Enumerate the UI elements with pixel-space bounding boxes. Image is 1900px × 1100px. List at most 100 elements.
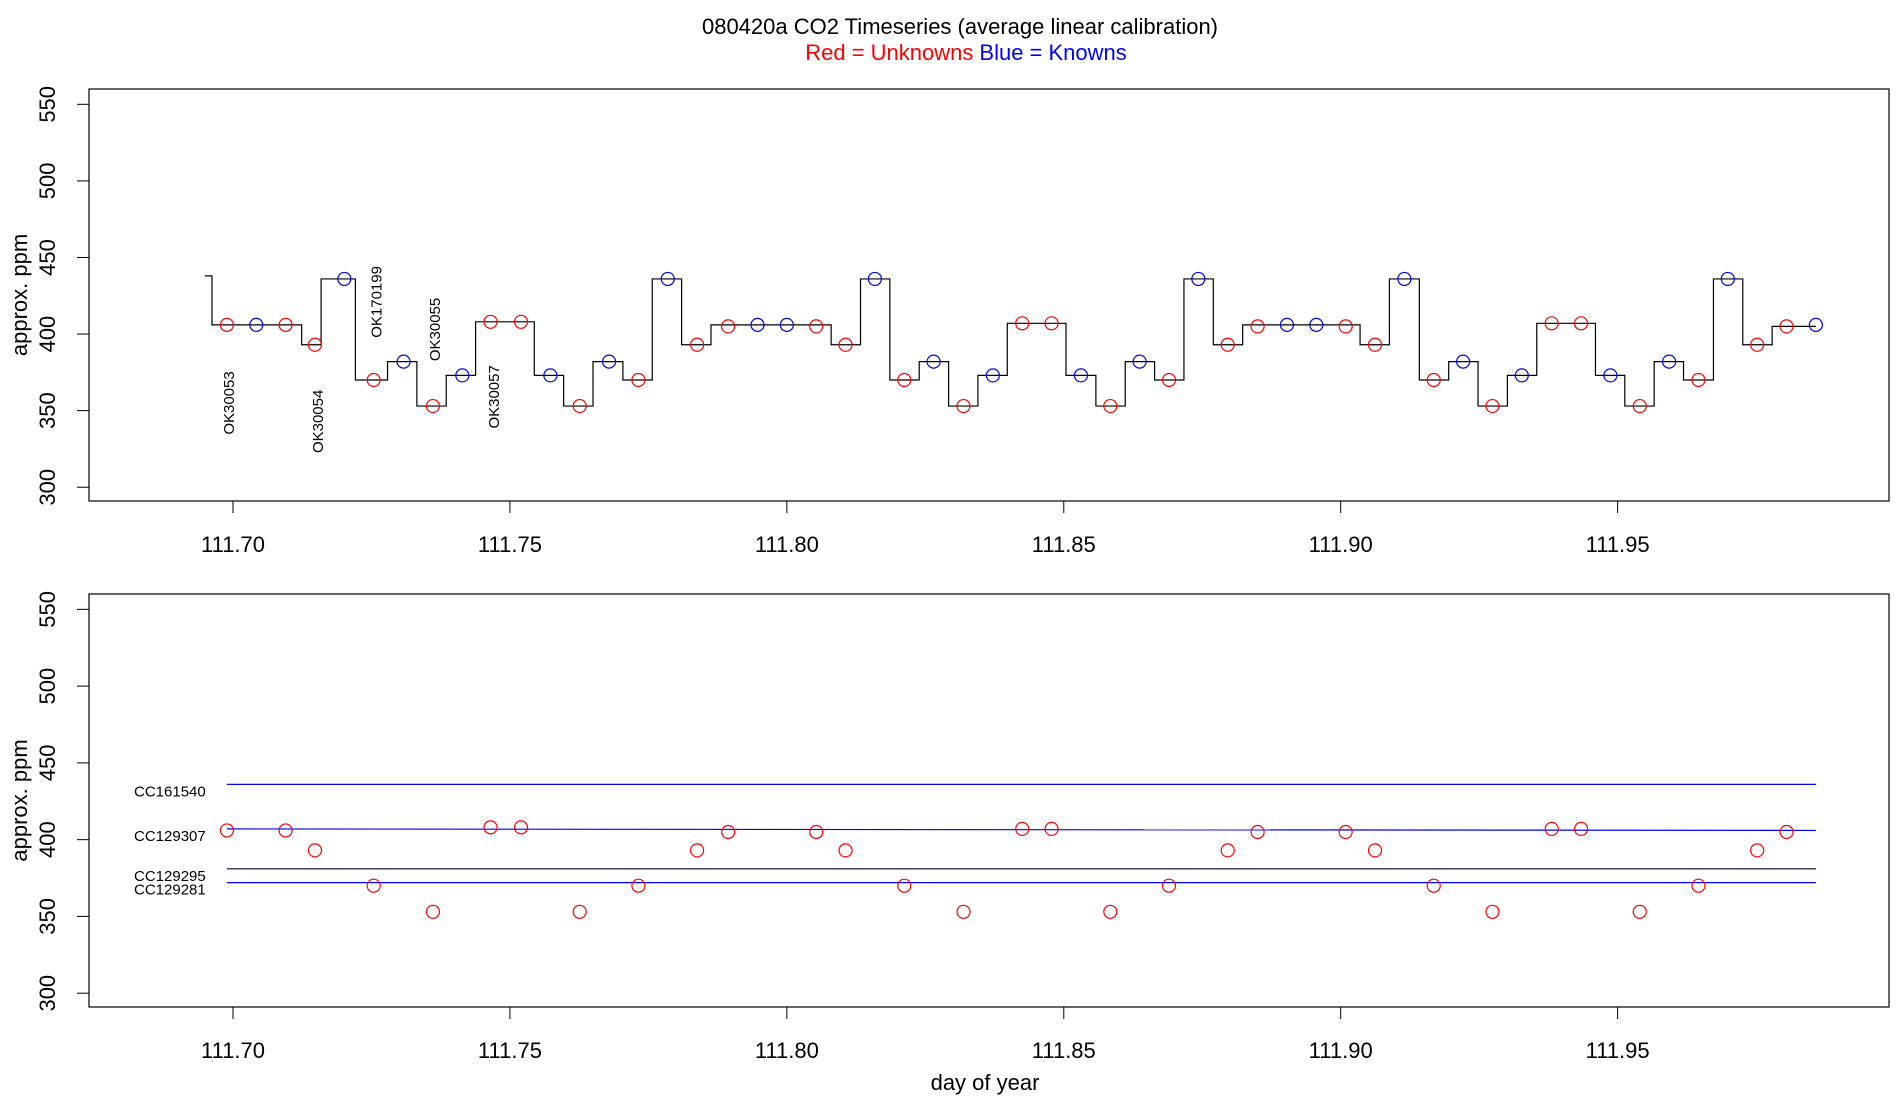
- subtitle-part: Red = Unknowns: [805, 40, 973, 65]
- data-point: [483, 820, 498, 835]
- data-point: [1544, 821, 1559, 837]
- data-point: [838, 337, 853, 352]
- data-line: [204, 275, 1816, 407]
- plot-frame: [88, 593, 1890, 1008]
- annotation: OK30054: [310, 390, 327, 453]
- data-point: [838, 843, 853, 858]
- data-point: [631, 372, 646, 388]
- data-point: [1632, 398, 1647, 414]
- data-point: [1338, 824, 1353, 840]
- data-point: [956, 904, 971, 919]
- y-tick-label: 450: [35, 239, 60, 276]
- chart-title: 080420a CO2 Timeseries (average linear c…: [702, 14, 1218, 39]
- line-label: CC129307: [134, 828, 206, 845]
- data-point: [278, 823, 293, 838]
- data-point: [1691, 372, 1706, 388]
- data-point: [278, 317, 293, 332]
- data-point: [396, 354, 411, 369]
- x-tick-label: 111.75: [478, 532, 542, 557]
- data-point: [1191, 271, 1206, 287]
- y-tick-label: 550: [35, 591, 60, 628]
- data-point: [1544, 316, 1559, 331]
- data-point: [985, 368, 1000, 383]
- data-point: [1132, 354, 1147, 369]
- data-point: [956, 398, 971, 414]
- x-tick-label: 111.95: [1586, 532, 1650, 557]
- data-point: [601, 354, 617, 369]
- x-tick-label: 111.80: [755, 532, 819, 557]
- data-point: [721, 319, 736, 334]
- y-tick-label: 400: [35, 316, 60, 353]
- data-point: [1750, 337, 1765, 352]
- annotation: OK30057: [486, 365, 503, 428]
- y-tick-label: 550: [35, 86, 60, 123]
- data-point: [513, 314, 529, 329]
- data-point: [779, 317, 794, 332]
- subtitle-part: Blue = Knowns: [979, 40, 1126, 65]
- x-tick-label: 111.90: [1309, 532, 1373, 557]
- data-point: [926, 354, 941, 369]
- data-point: [455, 368, 470, 383]
- data-point: [1367, 843, 1383, 858]
- data-point: [1750, 843, 1765, 858]
- data-point: [1161, 878, 1177, 893]
- data-point: [1044, 316, 1059, 331]
- data-point: [1779, 319, 1794, 334]
- y-tick-label: 450: [35, 745, 60, 782]
- y-tick-label: 300: [35, 469, 60, 506]
- data-point: [1720, 271, 1735, 287]
- data-point: [483, 314, 498, 329]
- data-point: [660, 271, 675, 287]
- data-point: [690, 337, 705, 352]
- chart-subtitle: Red = Unknowns Blue = Knowns: [805, 40, 1127, 65]
- plot-frame: [88, 88, 1890, 502]
- data-point: [543, 368, 558, 383]
- x-tick-label: 111.85: [1032, 532, 1096, 557]
- data-point: [366, 878, 381, 893]
- data-point: [219, 823, 235, 838]
- line-label: CC161540: [134, 783, 206, 800]
- data-point: [1309, 317, 1324, 332]
- data-point: [690, 843, 705, 858]
- data-point: [1455, 354, 1471, 369]
- data-point: [1220, 843, 1235, 858]
- data-point: [1397, 271, 1412, 287]
- data-point: [425, 904, 441, 919]
- x-tick-label: 111.70: [201, 1038, 265, 1063]
- data-point: [867, 271, 883, 287]
- data-point: [219, 317, 235, 332]
- data-point: [366, 372, 381, 388]
- data-point: [337, 271, 352, 287]
- line-label: CC129295: [134, 868, 206, 885]
- annotation: OK170199: [369, 266, 386, 338]
- data-point: [1220, 337, 1235, 352]
- data-point: [513, 820, 529, 835]
- data-point: [1015, 316, 1030, 331]
- data-point: [1485, 398, 1500, 414]
- data-point: [809, 319, 824, 334]
- data-point: [1250, 824, 1265, 840]
- data-point: [1808, 317, 1823, 332]
- annotation: OK30055: [427, 298, 444, 361]
- y-tick-label: 500: [35, 668, 60, 705]
- data-point: [1426, 372, 1441, 388]
- data-point: [307, 337, 323, 352]
- data-point: [1279, 317, 1295, 332]
- data-point: [750, 317, 765, 332]
- x-tick-label: 111.70: [201, 532, 265, 557]
- data-point: [1691, 878, 1706, 893]
- data-point: [1250, 319, 1265, 334]
- data-point: [1073, 368, 1089, 383]
- data-point: [1367, 337, 1383, 352]
- data-point: [721, 824, 736, 840]
- y-axis-label: approx. ppm: [7, 739, 32, 861]
- data-point: [1426, 878, 1441, 893]
- data-point: [1573, 821, 1589, 837]
- data-point: [897, 878, 912, 893]
- data-point: [249, 317, 264, 332]
- x-tick-label: 111.95: [1586, 1038, 1650, 1063]
- data-line: [226, 828, 1816, 832]
- line-label: CC129281: [134, 882, 206, 899]
- data-point: [572, 398, 587, 414]
